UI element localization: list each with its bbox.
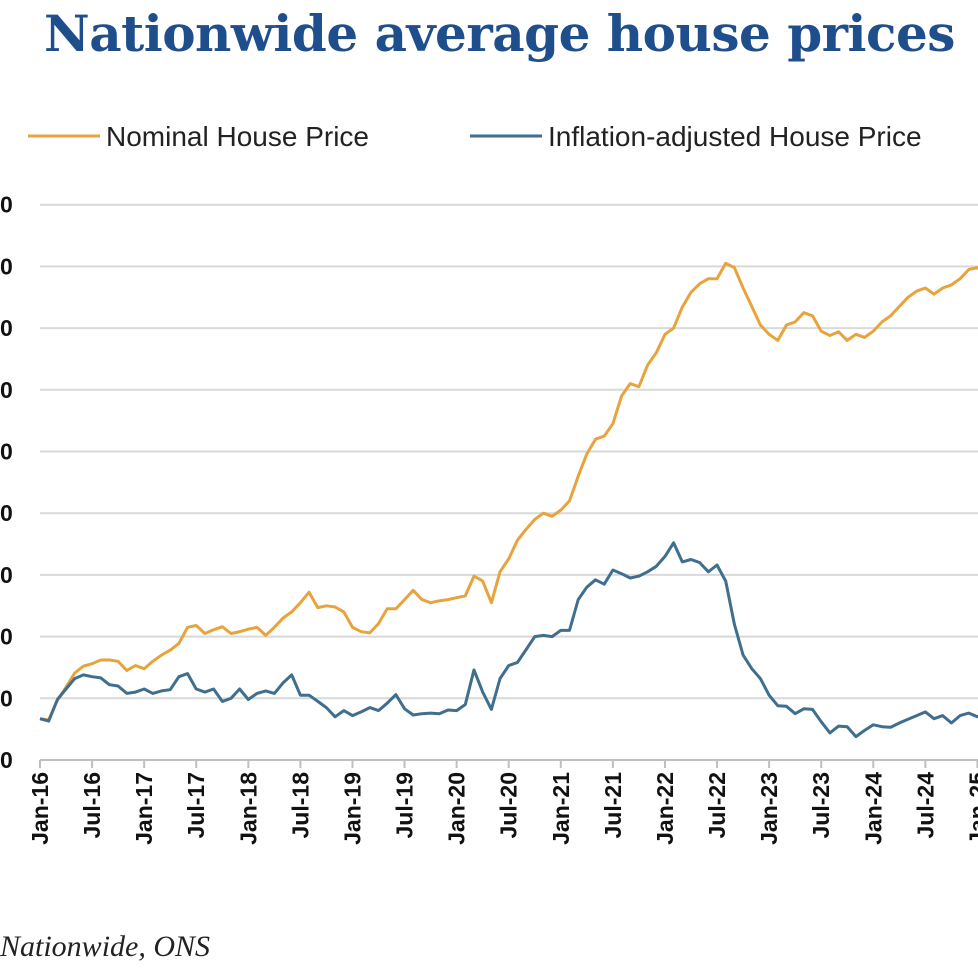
y-tick-label: 0 [0, 377, 13, 403]
x-tick-label: Jan-20 [444, 772, 470, 845]
x-tick-label: Jan-16 [27, 772, 53, 845]
legend-label-inflation-adjusted: Inflation-adjusted House Price [548, 121, 922, 152]
y-axis-tick-labels: 0 0 0 0 0 0 0 0 0 0 [0, 192, 13, 773]
y-tick-label: 0 [0, 192, 13, 218]
series-line-nominal [39, 261, 978, 722]
x-tick-label: Jan-19 [339, 772, 365, 845]
x-tick-label: Jul-19 [392, 772, 418, 838]
legend-label-nominal: Nominal House Price [106, 121, 369, 152]
x-tick-label: Jul-22 [704, 772, 730, 838]
y-tick-label: 0 [0, 253, 13, 279]
x-tick-label: Jan-23 [756, 772, 782, 845]
x-tick-label: Jan-21 [548, 772, 574, 845]
x-tick-label: Jul-20 [496, 772, 522, 838]
x-tick-label: Jul-23 [808, 772, 834, 838]
series-lines [39, 261, 978, 739]
chart-title: Nationwide average house prices [44, 4, 955, 63]
x-tick-label: Jan-24 [860, 772, 886, 845]
x-tick-label: Jul-16 [79, 772, 105, 838]
y-tick-label: 0 [0, 747, 13, 773]
x-tick-label: Jan-25 [964, 772, 978, 845]
y-tick-label: 0 [0, 685, 13, 711]
x-tick-label: Jul-21 [600, 772, 626, 839]
source-note: Nationwide, ONS [0, 930, 211, 963]
gridlines [40, 203, 978, 700]
y-tick-label: 0 [0, 439, 13, 465]
x-tick-label: Jan-17 [131, 772, 157, 845]
x-tick-label: Jul-24 [912, 772, 938, 839]
x-tick-label: Jan-22 [652, 772, 678, 845]
y-tick-label: 0 [0, 500, 13, 526]
x-tick-label: Jul-17 [183, 772, 209, 838]
y-tick-label: 0 [0, 562, 13, 588]
series-line-inflation-adjusted [39, 541, 978, 739]
y-tick-label: 0 [0, 624, 13, 650]
x-tick-label: Jan-18 [235, 772, 261, 845]
x-tick-label: Jul-18 [287, 772, 313, 839]
legend: Nominal House Price Inflation-adjusted H… [28, 121, 922, 152]
y-tick-label: 0 [0, 315, 13, 341]
x-axis-tick-labels: Jan-16 Jul-16 Jan-17 Jul-17 Jan-18 Jul-18 Jan-… [27, 760, 978, 845]
